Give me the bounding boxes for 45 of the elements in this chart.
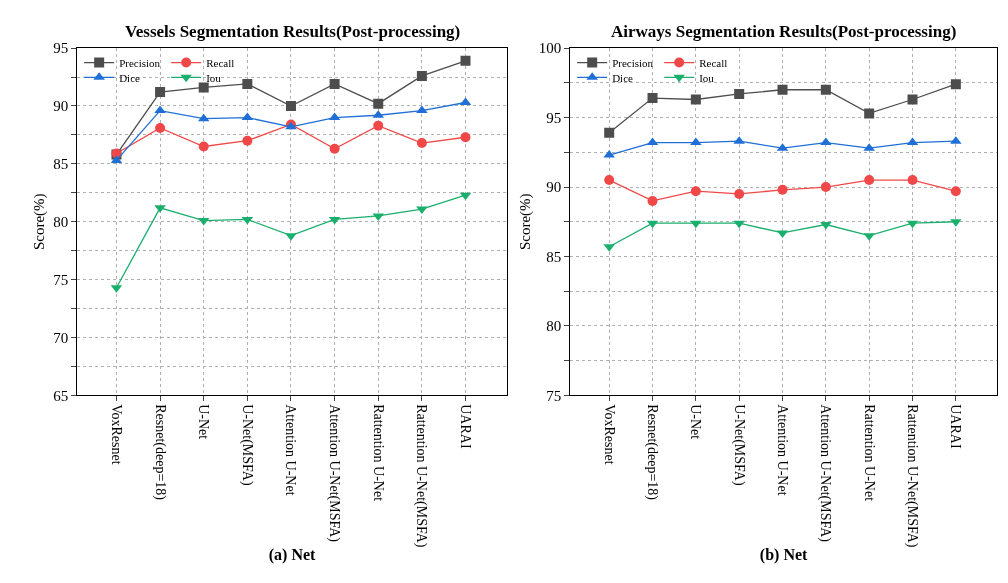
x-tick-label: VoxResnet [601, 404, 617, 465]
x-tick-label: UARAI [948, 404, 964, 449]
y-tick-label: 85 [546, 248, 562, 265]
y-tick-label: 65 [53, 387, 69, 404]
y-tick-label: 90 [53, 98, 69, 115]
x-tick-label: U-Net [688, 404, 704, 440]
y-tick-label: 95 [53, 40, 69, 57]
x-axis-title: (b) Net [759, 546, 809, 565]
x-tick-label: U-Net(MSFA) [238, 404, 255, 486]
legend-label: Dice [119, 71, 141, 84]
x-tick-label: U-Net [196, 404, 212, 440]
x-tick-label: Attention U-Net(MSFA) [326, 404, 343, 543]
y-tick-label: 80 [546, 318, 562, 335]
x-tick-label: Attention U-Net [283, 404, 299, 496]
x-tick-label: UARAI [457, 404, 473, 449]
y-tick-label: 85 [53, 156, 69, 173]
y-tick-label: 70 [53, 329, 69, 346]
y-tick-label: 75 [53, 271, 69, 288]
chart-title: Vessels Segmentation Results(Post-processing) [125, 22, 461, 41]
legend-label: Precision [119, 56, 161, 69]
legend-label: Dice [612, 71, 634, 84]
y-tick-label: 75 [546, 387, 562, 404]
y-tick-label: 100 [538, 40, 562, 57]
x-tick-label: Resnet(deep=18) [151, 404, 168, 501]
y-axis-title: Score(%) [31, 193, 49, 251]
y-tick-label: 80 [53, 214, 69, 231]
x-tick-label: Rattention U-Net(MSFA) [413, 404, 430, 548]
chart-title: Airways Segmentation Results(Post-processing) [611, 22, 957, 41]
x-tick-label: U-Net(MSFA) [730, 404, 747, 486]
legend-label: Iou [206, 71, 222, 84]
x-tick-label: Rattention U-Net [370, 404, 386, 502]
y-tick-label: 90 [546, 179, 562, 196]
y-axis-title: Score(%) [516, 193, 534, 251]
x-axis-title: (a) Net [268, 546, 317, 565]
x-tick-label: Rattention U-Net [861, 404, 877, 502]
legend-label: Precision [612, 56, 654, 69]
x-tick-label: VoxResnet [108, 404, 124, 465]
legend-label: Recall [699, 56, 728, 69]
legend-label: Iou [699, 71, 715, 84]
x-tick-label: Attention U-Net [774, 404, 790, 496]
x-tick-label: Rattention U-Net(MSFA) [903, 404, 920, 548]
x-tick-label: Attention U-Net(MSFA) [817, 404, 834, 543]
legend-label: Recall [206, 56, 235, 69]
x-tick-label: Resnet(deep=18) [643, 404, 660, 501]
y-tick-label: 95 [546, 109, 562, 126]
